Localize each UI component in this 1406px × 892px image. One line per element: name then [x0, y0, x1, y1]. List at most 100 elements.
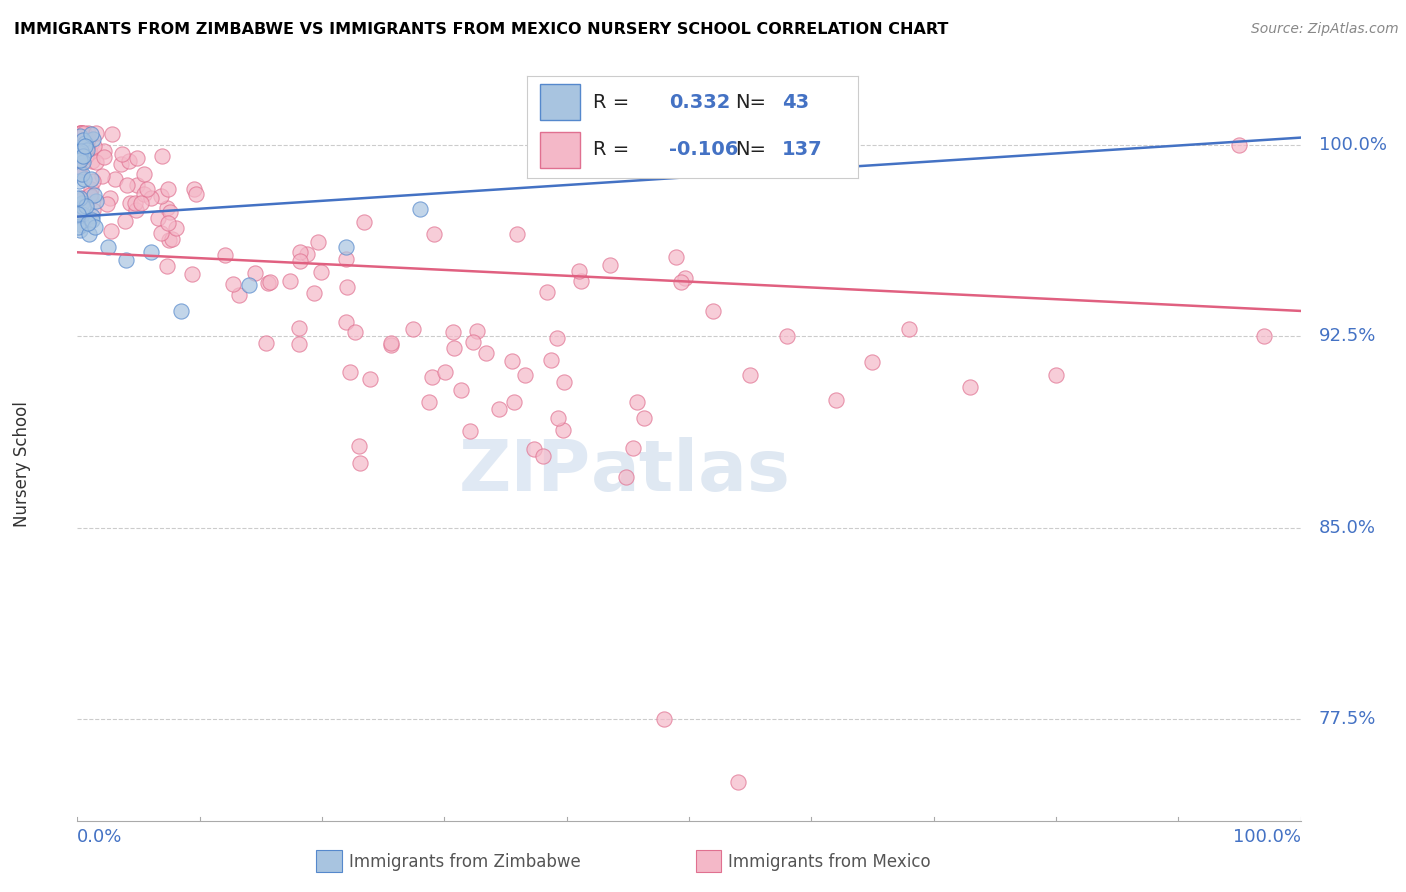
Point [343, 325, 366, 339]
Point [75, 139, 97, 153]
Point [1229, 138, 1251, 153]
Point [347, 439, 370, 453]
Point [97, 240, 120, 254]
Point [69, 148, 91, 162]
Point [66, 191, 89, 205]
Point [83, 139, 105, 153]
Point [599, 258, 621, 272]
Point [228, 288, 250, 302]
Point [335, 240, 357, 254]
Text: -0.106: -0.106 [669, 140, 738, 159]
Point [69, 167, 91, 181]
Point [124, 195, 146, 210]
Point [665, 250, 688, 264]
Point [84, 155, 107, 169]
Point [183, 182, 205, 196]
Point [568, 263, 591, 277]
Text: N=: N= [735, 93, 766, 112]
Text: 77.5%: 77.5% [1319, 710, 1376, 728]
Point [79, 145, 101, 159]
Point [1253, 329, 1275, 343]
Point [156, 216, 179, 230]
Point [70, 145, 93, 159]
Point [257, 277, 280, 291]
Point [139, 191, 162, 205]
Point [72, 155, 94, 169]
Point [69, 126, 91, 140]
Point [288, 244, 311, 259]
Point [254, 335, 277, 350]
Point [307, 235, 329, 250]
Point [66, 219, 89, 234]
Point [76, 143, 98, 157]
Text: N=: N= [735, 140, 766, 159]
Point [82, 174, 104, 188]
Point [824, 393, 846, 408]
Text: Immigrants from Mexico: Immigrants from Mexico [728, 853, 931, 871]
Text: 85.0%: 85.0% [1319, 518, 1376, 537]
Point [181, 267, 204, 281]
Point [80, 127, 103, 141]
Point [120, 195, 142, 210]
Point [633, 411, 655, 425]
Point [69, 145, 91, 160]
Text: 0.0%: 0.0% [77, 829, 122, 847]
Point [360, 372, 382, 386]
Point [136, 181, 159, 195]
Point [72, 126, 94, 140]
Point [669, 275, 692, 289]
Point [501, 353, 523, 368]
Point [536, 285, 558, 300]
Text: atlas: atlas [591, 437, 792, 506]
Point [626, 394, 648, 409]
Point [79, 188, 101, 202]
Point [152, 148, 174, 162]
Point [309, 265, 332, 279]
Point [76, 140, 98, 154]
Point [146, 211, 169, 225]
Point [304, 286, 326, 301]
Point [157, 234, 180, 248]
Point [70, 195, 93, 210]
Point [433, 365, 456, 379]
Point [702, 304, 724, 318]
Point [488, 401, 510, 416]
Point [288, 336, 311, 351]
Point [380, 338, 402, 352]
Point [380, 336, 402, 351]
Point [72, 134, 94, 148]
Point [335, 252, 357, 266]
Point [162, 232, 184, 246]
Point [83, 187, 105, 202]
Point [69, 191, 91, 205]
Point [150, 226, 173, 240]
Point [73, 126, 96, 140]
Point [84, 194, 107, 209]
Text: 92.5%: 92.5% [1319, 327, 1376, 345]
Point [336, 279, 359, 293]
Point [238, 278, 260, 293]
Point [776, 329, 799, 343]
Text: R =: R = [593, 93, 630, 112]
Point [288, 321, 311, 335]
Point [546, 331, 568, 345]
Point [288, 253, 311, 268]
Point [115, 252, 138, 267]
Point [621, 442, 644, 456]
Point [654, 712, 676, 726]
Point [134, 186, 156, 201]
Point [506, 227, 529, 242]
Point [104, 172, 127, 186]
Text: 0.332: 0.332 [669, 93, 731, 112]
Point [139, 245, 162, 260]
Point [72, 191, 94, 205]
FancyBboxPatch shape [540, 84, 581, 120]
FancyBboxPatch shape [540, 132, 581, 168]
Point [115, 178, 138, 193]
Point [80, 190, 103, 204]
Point [409, 202, 432, 216]
Point [553, 375, 575, 389]
Point [134, 167, 156, 181]
Point [339, 365, 361, 379]
Point [150, 189, 173, 203]
